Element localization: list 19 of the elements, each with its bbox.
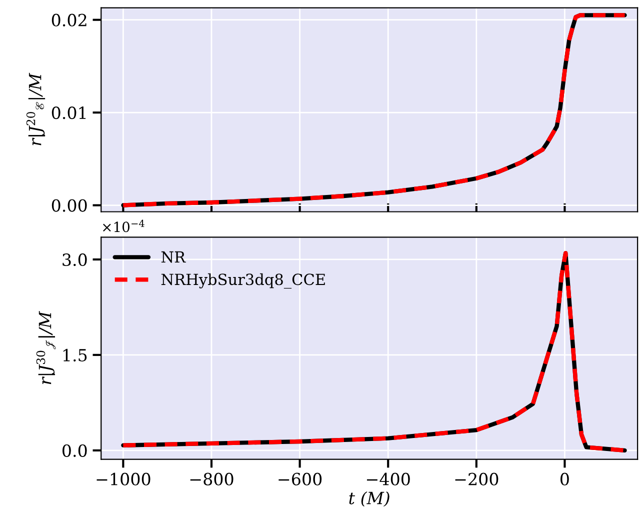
x-axis-title: t (M) (349, 491, 390, 507)
legend-label: NR (161, 251, 186, 263)
x-tick-label: −600 (278, 472, 322, 486)
x-tick-label: −200 (455, 472, 498, 486)
y-axis-title: r|J$^{30}$$_{𝒥}$|/M (36, 310, 56, 384)
y-axis-title: r|J$^{20}$$_{ℰ}$|/M (26, 72, 46, 146)
y-tick-label: 1.5 (63, 348, 87, 362)
text: ×10$^{−4}$ (103, 220, 144, 232)
legend-label: NRHybSur3dq8_CCE (161, 273, 325, 289)
y-tick-label: 3.0 (62, 253, 87, 266)
x-tick-label: −400 (366, 472, 410, 486)
y-tick-label: 0.02 (52, 14, 86, 26)
y-tick-label: 0.01 (52, 106, 86, 120)
x-tick-label: 0 (560, 472, 569, 486)
x-tick-label: −1000 (96, 472, 150, 486)
y-tick-label: 0.0 (62, 444, 87, 457)
x-tick-label: −800 (190, 472, 234, 486)
line-series (121, 251, 627, 452)
y-tick-label: 0.00 (52, 199, 87, 212)
